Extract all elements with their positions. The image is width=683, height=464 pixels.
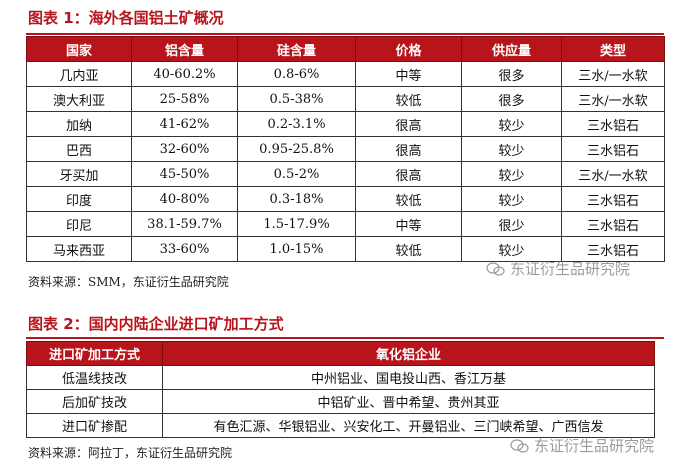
table-cell: 很高 xyxy=(355,136,462,162)
table-cell: 33-60% xyxy=(131,236,238,262)
header-processing-method: 进口矿加工方式 xyxy=(26,341,163,366)
table-cell: 较少 xyxy=(461,186,562,212)
table-cell: 马来西亚 xyxy=(26,236,132,262)
table-cell: 很多 xyxy=(461,61,562,87)
table-cell: 25-58% xyxy=(131,86,238,112)
table-cell: 牙买加 xyxy=(26,161,132,187)
title-rule xyxy=(26,33,664,35)
table-cell: 三水铝石 xyxy=(561,236,665,262)
table-row: 低温线技改 中州铝业、国电投山西、香江万基 xyxy=(26,365,655,390)
table2-source: 资料来源：阿拉丁，东证衍生品研究院 xyxy=(28,446,233,460)
table-cell: 中等 xyxy=(355,61,462,87)
watermark-text: 东证衍生品研究院 xyxy=(534,437,655,455)
watermark-text: 东证衍生品研究院 xyxy=(510,260,631,278)
table-cell: 0.95-25.8% xyxy=(237,136,356,162)
table-row: 牙买加 45-50% 0.5-2% 很高 较少 三水/一水软 xyxy=(26,161,665,187)
header-alumina-companies: 氧化铝企业 xyxy=(162,341,655,366)
table-row: 加纳 41-62% 0.2-3.1% 很高 较少 三水铝石 xyxy=(26,111,665,137)
table-cell: 加纳 xyxy=(26,111,132,137)
header-supply: 供应量 xyxy=(461,36,562,62)
header-country: 国家 xyxy=(26,36,132,62)
table-cell: 低温线技改 xyxy=(26,365,163,390)
table-cell: 很高 xyxy=(355,111,462,137)
table-cell: 三水铝石 xyxy=(561,136,665,162)
table-cell: 0.8-6% xyxy=(237,61,356,87)
table-row: 澳大利亚 25-58% 0.5-38% 较低 很多 三水/一水软 xyxy=(26,86,665,112)
table-row: 马来西亚 33-60% 1.0-15% 较低 较少 三水铝石 xyxy=(26,236,665,262)
table-cell: 较少 xyxy=(461,111,562,137)
table-row: 印尼 38.1-59.7% 1.5-17.9% 中等 很少 三水铝石 xyxy=(26,211,665,237)
table-cell: 较少 xyxy=(461,136,562,162)
table-cell: 32-60% xyxy=(131,136,238,162)
table-cell: 中州铝业、国电投山西、香江万基 xyxy=(162,365,655,390)
header-type: 类型 xyxy=(561,36,665,62)
table-cell: 38.1-59.7% xyxy=(131,211,238,237)
table-cell: 很少 xyxy=(461,211,562,237)
header-silicon: 硅含量 xyxy=(237,36,356,62)
table-row: 几内亚 40-60.2% 0.8-6% 中等 很多 三水/一水软 xyxy=(26,61,665,87)
bauxite-overview-table: 国家 铝含量 硅含量 价格 供应量 类型 几内亚 40-60.2% 0.8-6% 中等… xyxy=(26,36,665,262)
table-cell: 40-60.2% xyxy=(131,61,238,87)
table-cell: 1.0-15% xyxy=(237,236,356,262)
table-cell: 较低 xyxy=(355,236,462,262)
table-row: 印度 40-80% 0.3-18% 较低 较少 三水铝石 xyxy=(26,186,665,212)
table-cell: 很多 xyxy=(461,86,562,112)
table-cell: 印度 xyxy=(26,186,132,212)
wechat-icon xyxy=(486,262,505,276)
table-cell: 澳大利亚 xyxy=(26,86,132,112)
table-cell: 很高 xyxy=(355,161,462,187)
table-row: 后加矿技改 中铝矿业、晋中希望、贵州其亚 xyxy=(26,389,655,414)
table-header-row: 进口矿加工方式 氧化铝企业 xyxy=(26,341,655,366)
table-cell: 后加矿技改 xyxy=(26,389,163,414)
table1-source: 资料来源：SMM，东证衍生品研究院 xyxy=(28,275,229,289)
table-cell: 45-50% xyxy=(131,161,238,187)
table-cell: 0.2-3.1% xyxy=(237,111,356,137)
table-cell: 中等 xyxy=(355,211,462,237)
table-cell: 有色汇源、华银铝业、兴安化工、开曼铝业、三门峡希望、广西信发 xyxy=(162,413,655,438)
table-cell: 40-80% xyxy=(131,186,238,212)
title-rule xyxy=(26,337,664,339)
table-row: 进口矿掺配 有色汇源、华银铝业、兴安化工、开曼铝业、三门峡希望、广西信发 xyxy=(26,413,655,438)
table-cell: 0.5-38% xyxy=(237,86,356,112)
table-cell: 较低 xyxy=(355,186,462,212)
table-cell: 三水铝石 xyxy=(561,111,665,137)
watermark: 东证衍生品研究院 xyxy=(510,435,654,456)
table-cell: 印尼 xyxy=(26,211,132,237)
wechat-icon xyxy=(510,439,529,453)
table-cell: 1.5-17.9% xyxy=(237,211,356,237)
processing-method-table: 进口矿加工方式 氧化铝企业 低温线技改 中州铝业、国电投山西、香江万基 后加矿技改中… xyxy=(26,341,655,438)
table-cell: 进口矿掺配 xyxy=(26,413,163,438)
table-header-row: 国家 铝含量 硅含量 价格 供应量 类型 xyxy=(26,36,665,62)
header-price: 价格 xyxy=(355,36,462,62)
table-cell: 0.3-18% xyxy=(237,186,356,212)
table-row: 巴西 32-60% 0.95-25.8% 很高 较少 三水铝石 xyxy=(26,136,665,162)
table-cell: 三水/一水软 xyxy=(561,61,665,87)
header-aluminum: 铝含量 xyxy=(131,36,238,62)
table-cell: 三水/一水软 xyxy=(561,86,665,112)
table-cell: 三水铝石 xyxy=(561,211,665,237)
table-cell: 41-62% xyxy=(131,111,238,137)
table-cell: 几内亚 xyxy=(26,61,132,87)
table-cell: 较少 xyxy=(461,161,562,187)
table-cell: 中铝矿业、晋中希望、贵州其亚 xyxy=(162,389,655,414)
table2-title: 图表 2：国内内陆企业进口矿加工方式 xyxy=(28,315,284,333)
table-cell: 较低 xyxy=(355,86,462,112)
table-cell: 巴西 xyxy=(26,136,132,162)
table-cell: 0.5-2% xyxy=(237,161,356,187)
table-cell: 三水/一水软 xyxy=(561,161,665,187)
table-cell: 三水铝石 xyxy=(561,186,665,212)
table1-title: 图表 1：海外各国铝土矿概况 xyxy=(28,9,224,27)
watermark: 东证衍生品研究院 xyxy=(486,258,630,279)
